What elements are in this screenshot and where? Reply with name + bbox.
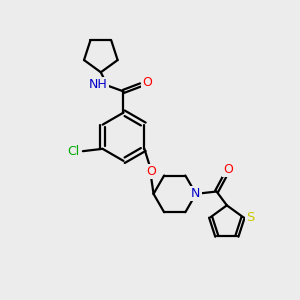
Text: O: O: [142, 76, 152, 89]
Text: O: O: [224, 163, 233, 176]
Text: N: N: [191, 188, 201, 200]
Text: NH: NH: [89, 77, 108, 91]
Text: O: O: [146, 165, 156, 178]
Text: S: S: [246, 211, 255, 224]
Text: Cl: Cl: [67, 145, 79, 158]
